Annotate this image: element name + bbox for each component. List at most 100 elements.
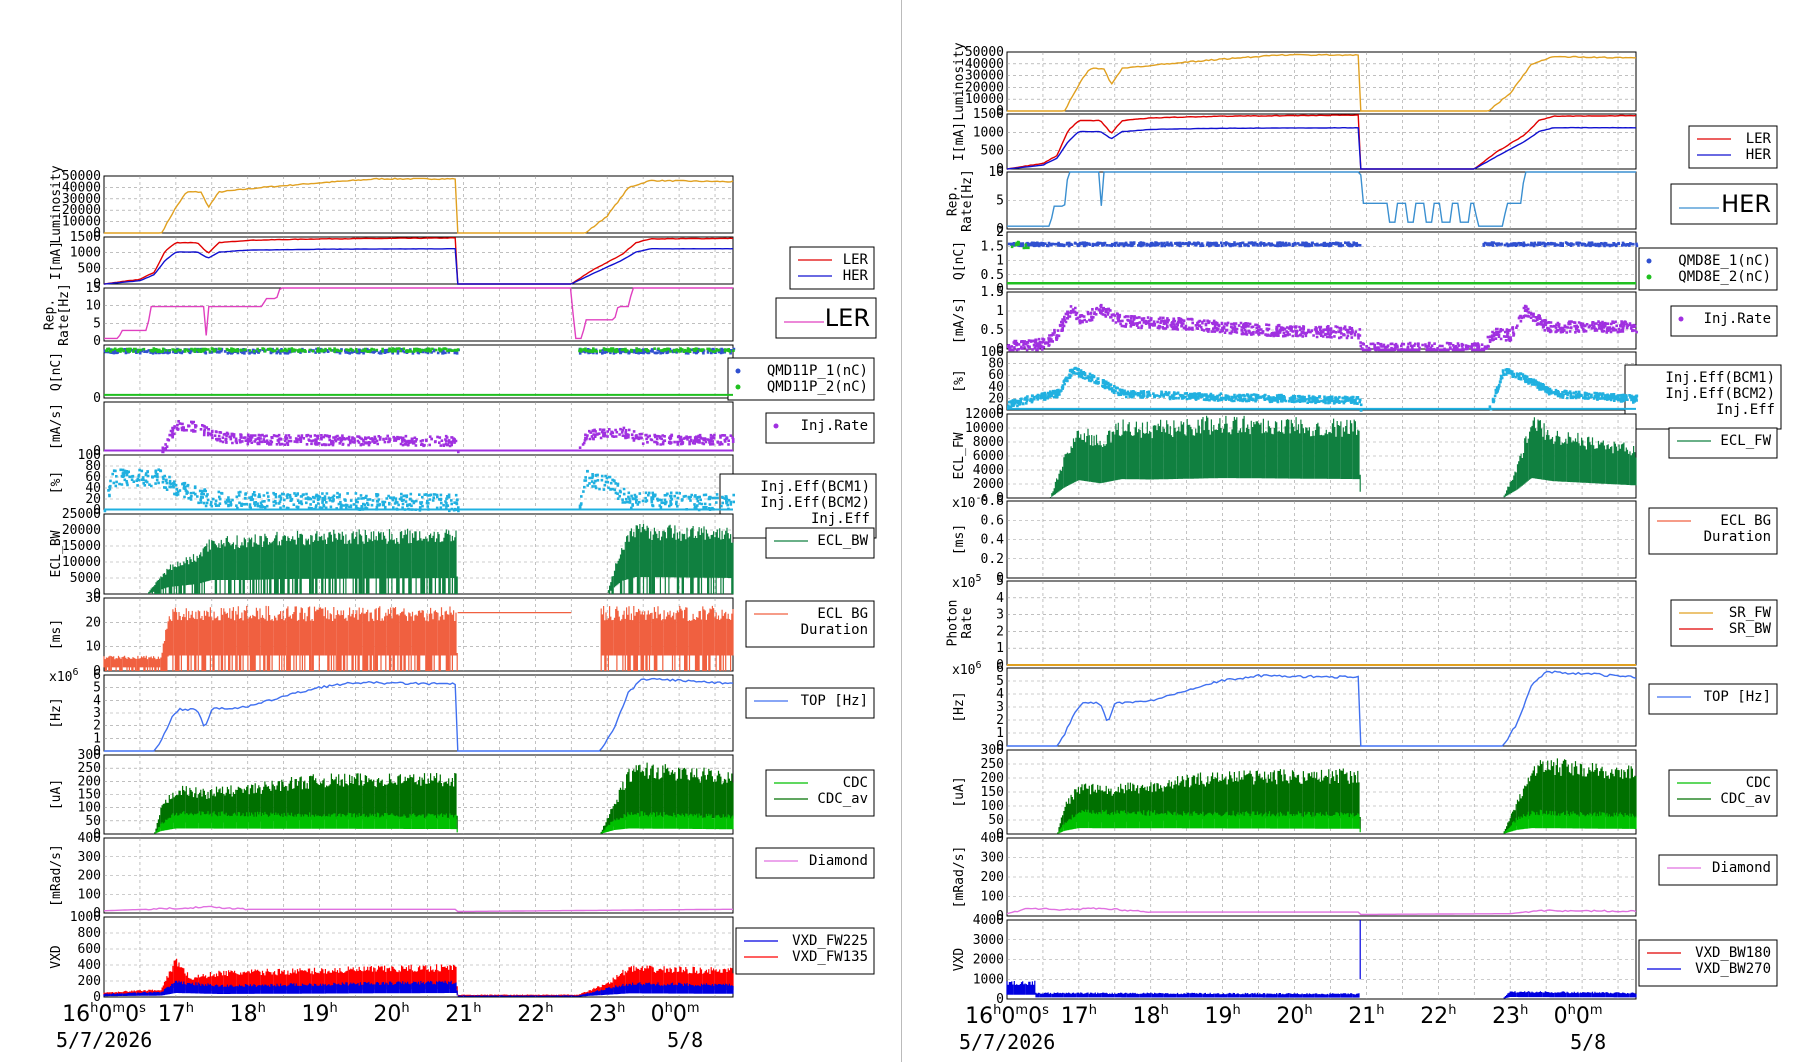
legend: QMD11P_1(nC)QMD11P_2(nC) [727,357,875,401]
legend: ECL_FW [1668,427,1778,459]
y-tick-label: 8000 [973,435,1004,450]
y-tick-label: 300 [981,743,1004,758]
y-tick-label: 40 [988,380,1004,395]
legend-frame [735,927,875,975]
y-tick-label: 40000 [62,180,101,195]
y-tick-label: 0 [996,739,1004,754]
series-line [103,237,734,285]
legend-entry: Inj.Rate [1704,311,1771,327]
time-tick-label: 16h0m0s [965,1003,1049,1029]
left-panel-3: 15 10 5 0 Rep.Rate[Hz] LER [43,281,877,349]
y-tick-label: 0.8 [981,494,1004,509]
time-tick-label: 22h [517,1001,553,1027]
time-tick-label: 18h [230,1001,266,1027]
y-tick-label: 1.5 [981,239,1004,254]
y-tick-label: 0 [996,342,1004,357]
y-tick-label: 2000 [973,477,1004,492]
legend-entry: Inj.Eff [811,511,870,527]
legend-frame [1668,427,1778,459]
y-tick-label: 2000 [973,953,1004,968]
series-band [148,523,734,594]
y-tick-label: 0 [93,990,101,1005]
y-tick-label: 0 [93,906,101,921]
series-points [1006,303,1638,352]
time-tick-label: 21h [445,1001,481,1027]
legend-entry: ECL BG [1720,513,1771,529]
y-axis-label: [mA/s] [952,297,967,344]
right-panel-4: 21.510.50Q[nC] QMD8E_1(nC)QMD8E_2(nC) [952,225,1778,297]
y-tick-label: 0 [996,162,1004,177]
y-tick-label: 20 [85,615,101,630]
time-tick-label: 16h0m0s [62,1001,146,1027]
y-tick-label: 200 [78,869,101,884]
y-tick-label: 5 [93,681,101,696]
y-tick-label: 0.6 [981,513,1004,528]
y-tick-label: 10 [85,640,101,655]
y-tick-label: 1000 [973,125,1004,140]
y-tick-label: 2 [996,225,1004,240]
y-tick-label: 6000 [973,449,1004,464]
y-axis-label: Luminosity [952,42,967,120]
legend: Inj.Eff(BCM1)Inj.Eff(BCM2)Inj.Eff [719,473,877,539]
y-tick-label: 0 [996,571,1004,586]
series-points [105,347,735,353]
y-tick-label: 0 [93,391,101,406]
series-band [1057,758,1637,834]
y-tick-label: 400 [981,831,1004,846]
y-axis-label: [ms] [952,524,967,555]
legend-entry: HER [1721,190,1771,218]
time-axis: 16h0m0s 17h 18h 19h 20h 21h 22h 23h 0h0m 5/7/2026… [56,1001,703,1052]
legend-entry: Inj.Eff(BCM2) [1665,386,1775,402]
legend-entry: TOP [Hz] [801,693,868,709]
y-tick-label: 10 [988,165,1004,180]
end-date-label: 5/8 [667,1028,703,1052]
y-tick-label: 200 [78,974,101,989]
y-tick-label: 200 [981,771,1004,786]
right-plot-frame: 50000 40000 30000 20000 10000 0 Luminosity 1 5 0 0… [903,0,1806,1062]
y-tick-label: 0 [996,827,1004,842]
series-band [154,811,734,834]
start-date-label: 5/7/2026 [959,1030,1055,1054]
legend-entry: Inj.Eff(BCM1) [760,479,870,495]
y-tick-label: 5000 [70,571,101,586]
legend-frame [745,687,875,719]
legend-entry: VXD_BW270 [1695,961,1771,977]
y-tick-label: 0.2 [981,552,1004,567]
time-tick-label: 21h [1348,1003,1384,1029]
y-tick-label: 5 [996,674,1004,689]
y-tick-label: 150 [78,788,101,803]
legend: HER [1670,183,1778,225]
legend-entry: SR_FW [1729,605,1772,621]
y-tick-label: 25000 [62,507,101,522]
y-tick-label: 1 [996,726,1004,741]
y-tick-label: 100 [78,801,101,816]
y-tick-label: 10000 [965,421,1004,436]
y-tick-label: 100 [981,345,1004,360]
time-tick-label: 22h [1420,1003,1456,1029]
y-tick-label: 200 [981,870,1004,885]
y-tick-label: 0 [996,403,1004,418]
left-panel-4: 0 Q[nC] QMD11P_1(nC)QMD11P_2(nC) [49,344,875,406]
y-tick-label: 400 [78,958,101,973]
y-tick-label: 40000 [965,57,1004,72]
legend-marker [1678,316,1684,322]
y-tick-label: 300 [981,851,1004,866]
panel-frame [1006,580,1637,666]
legend-entry: LER [843,252,869,268]
series-line [1007,670,1637,747]
legend-entry: LER [1746,131,1772,147]
y-axis-label: [Hz] [952,691,967,722]
y-tick-label: 0 [996,909,1004,924]
legend: Diamond [755,847,875,879]
y-tick-label: 2 [996,713,1004,728]
legend-entry: VXD_FW135 [792,949,868,965]
y-axis-label: Rep.Rate[Hz] [946,169,975,232]
legend-entry: Inj.Eff(BCM1) [1665,370,1775,386]
y-axis-label: [uA] [952,776,967,807]
